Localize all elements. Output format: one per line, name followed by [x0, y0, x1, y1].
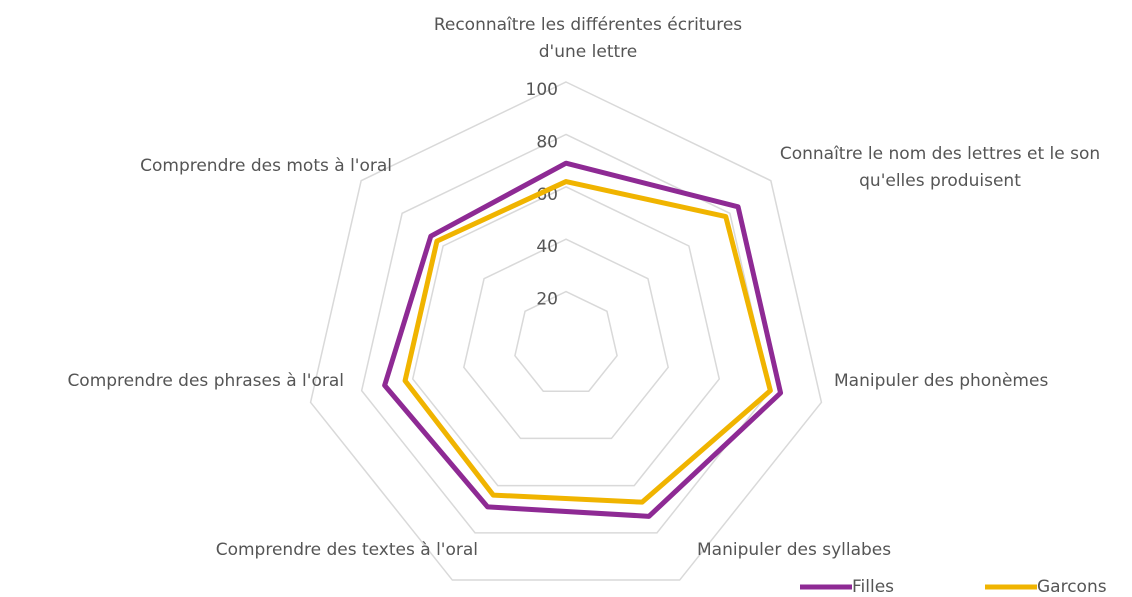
legend-label: Filles: [852, 577, 894, 597]
r-tick-label: 100: [526, 80, 558, 100]
r-tick-label: 80: [536, 132, 558, 152]
series-line: [382, 160, 784, 519]
category-label: Comprendre des textes à l'oral: [215, 540, 478, 560]
legend-label: Garcons: [1037, 577, 1107, 597]
grid-ring: [463, 238, 669, 440]
category-label: Manipuler des syllabes: [697, 540, 892, 560]
category-label: Comprendre des phrases à l'oral: [67, 371, 344, 391]
grid-ring: [514, 290, 618, 392]
category-label: Manipuler des phonèmes: [834, 371, 1049, 391]
series-line: [402, 179, 773, 505]
category-label: Connaître le nom des lettres et le son q…: [779, 144, 1101, 191]
category-label: Reconnaître les différentes écritures d'…: [433, 15, 743, 62]
grid-ring: [360, 133, 772, 534]
grid-ring: [309, 81, 823, 581]
r-tick-label: 20: [536, 290, 558, 310]
r-tick-label: 40: [536, 237, 558, 257]
category-label: Comprendre des mots à l'oral: [140, 156, 392, 176]
grid-ring: [411, 185, 721, 487]
